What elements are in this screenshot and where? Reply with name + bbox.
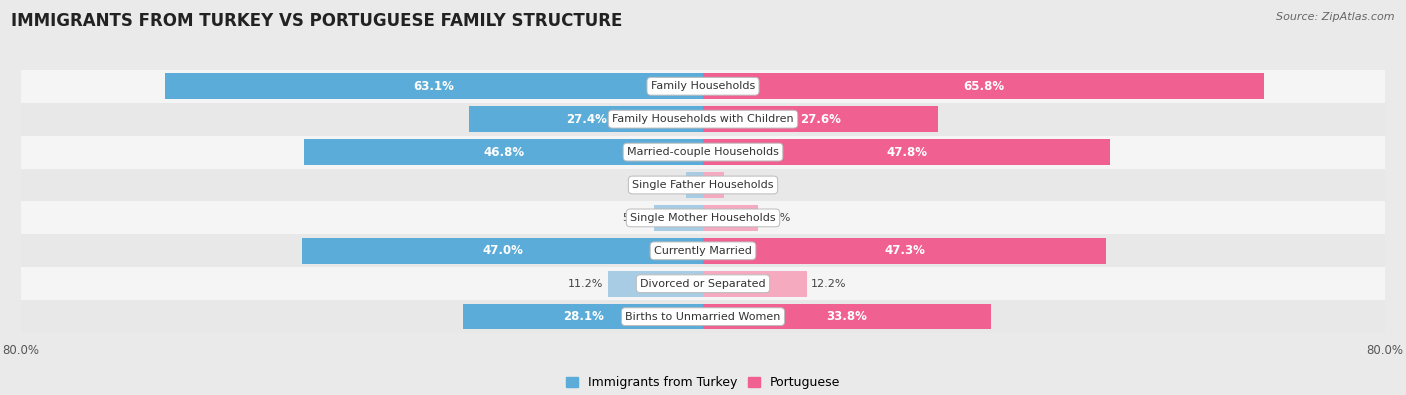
Text: 28.1%: 28.1%	[562, 310, 603, 323]
Text: 12.2%: 12.2%	[811, 279, 846, 289]
Bar	[21, 267, 1385, 300]
Bar	[686, 172, 703, 198]
Text: 6.4%: 6.4%	[762, 213, 790, 223]
Bar	[703, 139, 1111, 165]
Text: Divorced or Separated: Divorced or Separated	[640, 279, 766, 289]
Bar	[703, 304, 991, 329]
Text: 65.8%: 65.8%	[963, 80, 1004, 93]
Bar	[21, 234, 1385, 267]
Text: 47.8%: 47.8%	[886, 146, 927, 158]
Text: 2.5%: 2.5%	[728, 180, 756, 190]
Text: Single Father Households: Single Father Households	[633, 180, 773, 190]
Text: 33.8%: 33.8%	[827, 310, 868, 323]
Bar	[607, 271, 703, 297]
Text: 5.7%: 5.7%	[621, 213, 650, 223]
Bar	[470, 106, 703, 132]
Text: 47.3%: 47.3%	[884, 245, 925, 257]
Bar	[703, 73, 1264, 99]
Bar	[302, 238, 703, 264]
Bar	[703, 271, 807, 297]
Bar	[21, 201, 1385, 234]
Legend: Immigrants from Turkey, Portuguese: Immigrants from Turkey, Portuguese	[561, 371, 845, 394]
Text: IMMIGRANTS FROM TURKEY VS PORTUGUESE FAMILY STRUCTURE: IMMIGRANTS FROM TURKEY VS PORTUGUESE FAM…	[11, 12, 623, 30]
Text: Source: ZipAtlas.com: Source: ZipAtlas.com	[1277, 12, 1395, 22]
Text: 46.8%: 46.8%	[484, 146, 524, 158]
Text: Births to Unmarried Women: Births to Unmarried Women	[626, 312, 780, 322]
Bar	[165, 73, 703, 99]
Text: 2.0%: 2.0%	[654, 180, 682, 190]
Text: 27.6%: 27.6%	[800, 113, 841, 126]
Bar	[21, 169, 1385, 201]
Text: Single Mother Households: Single Mother Households	[630, 213, 776, 223]
Bar	[21, 135, 1385, 169]
Bar	[703, 205, 758, 231]
Bar	[703, 238, 1107, 264]
Text: Currently Married: Currently Married	[654, 246, 752, 256]
Text: 63.1%: 63.1%	[413, 80, 454, 93]
Bar	[654, 205, 703, 231]
Text: 11.2%: 11.2%	[568, 279, 603, 289]
Bar	[304, 139, 703, 165]
Text: 27.4%: 27.4%	[565, 113, 606, 126]
Bar	[21, 103, 1385, 135]
Text: 47.0%: 47.0%	[482, 245, 523, 257]
Bar	[703, 106, 938, 132]
Bar	[703, 172, 724, 198]
Text: Family Households with Children: Family Households with Children	[612, 114, 794, 124]
Text: Family Households: Family Households	[651, 81, 755, 91]
Bar	[21, 300, 1385, 333]
Bar	[21, 70, 1385, 103]
Text: Married-couple Households: Married-couple Households	[627, 147, 779, 157]
Bar	[464, 304, 703, 329]
